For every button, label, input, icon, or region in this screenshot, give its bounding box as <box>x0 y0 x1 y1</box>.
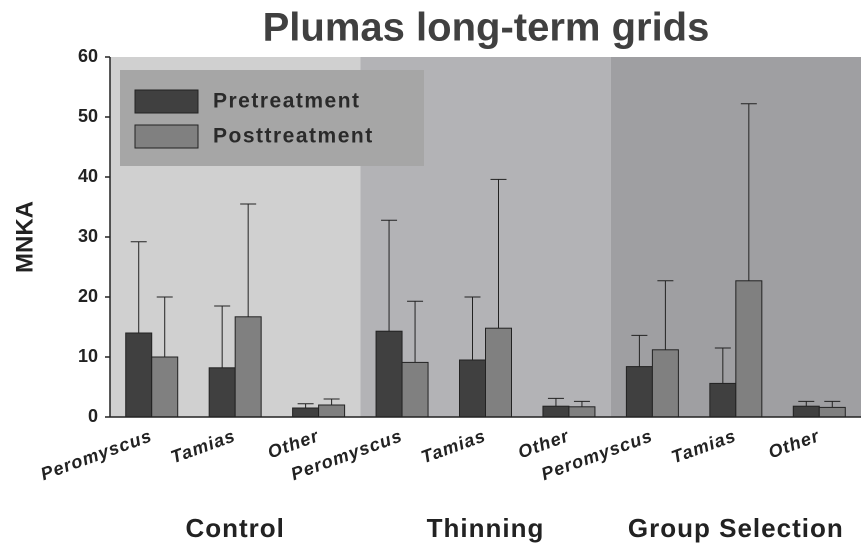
group-label: Control <box>185 513 284 543</box>
y-tick-label: 10 <box>78 346 98 366</box>
y-tick-label: 30 <box>78 226 98 246</box>
bar <box>625 366 653 418</box>
x-tick-label: Tamias <box>168 425 238 467</box>
bar <box>234 316 262 418</box>
y-tick-label: 40 <box>78 166 98 186</box>
bar <box>735 280 763 418</box>
legend-label: Pretreatment <box>213 90 361 113</box>
bar <box>125 332 153 418</box>
bar <box>208 367 236 418</box>
bar <box>792 405 820 418</box>
bar <box>401 361 429 418</box>
bar <box>542 405 570 418</box>
bar <box>459 359 486 418</box>
y-tick-label: 20 <box>78 286 98 306</box>
legend-box <box>120 70 424 166</box>
x-tick-label: Peromyscus <box>38 425 155 484</box>
bar <box>485 327 512 418</box>
bar <box>375 330 403 418</box>
y-tick-label: 50 <box>78 106 98 126</box>
x-tick-label: Tamias <box>669 425 739 467</box>
bar <box>318 404 346 418</box>
bar <box>818 406 846 418</box>
legend-label: Posttreatment <box>213 125 374 148</box>
y-tick-label: 0 <box>88 406 98 426</box>
bar <box>151 356 179 418</box>
bar <box>651 349 679 418</box>
bar <box>709 382 737 418</box>
bar <box>292 407 320 418</box>
bar <box>568 406 596 418</box>
chart-title: Plumas long-term grids <box>263 6 710 50</box>
legend-swatch <box>134 89 199 114</box>
y-axis-label: MNKA <box>11 201 38 273</box>
group-label: Thinning <box>427 513 545 543</box>
x-tick-label: Tamias <box>418 425 488 467</box>
group-label: Group Selection <box>628 513 844 543</box>
legend-swatch <box>134 124 199 149</box>
y-tick-label: 60 <box>78 46 98 66</box>
x-tick-label: Other <box>766 425 823 462</box>
